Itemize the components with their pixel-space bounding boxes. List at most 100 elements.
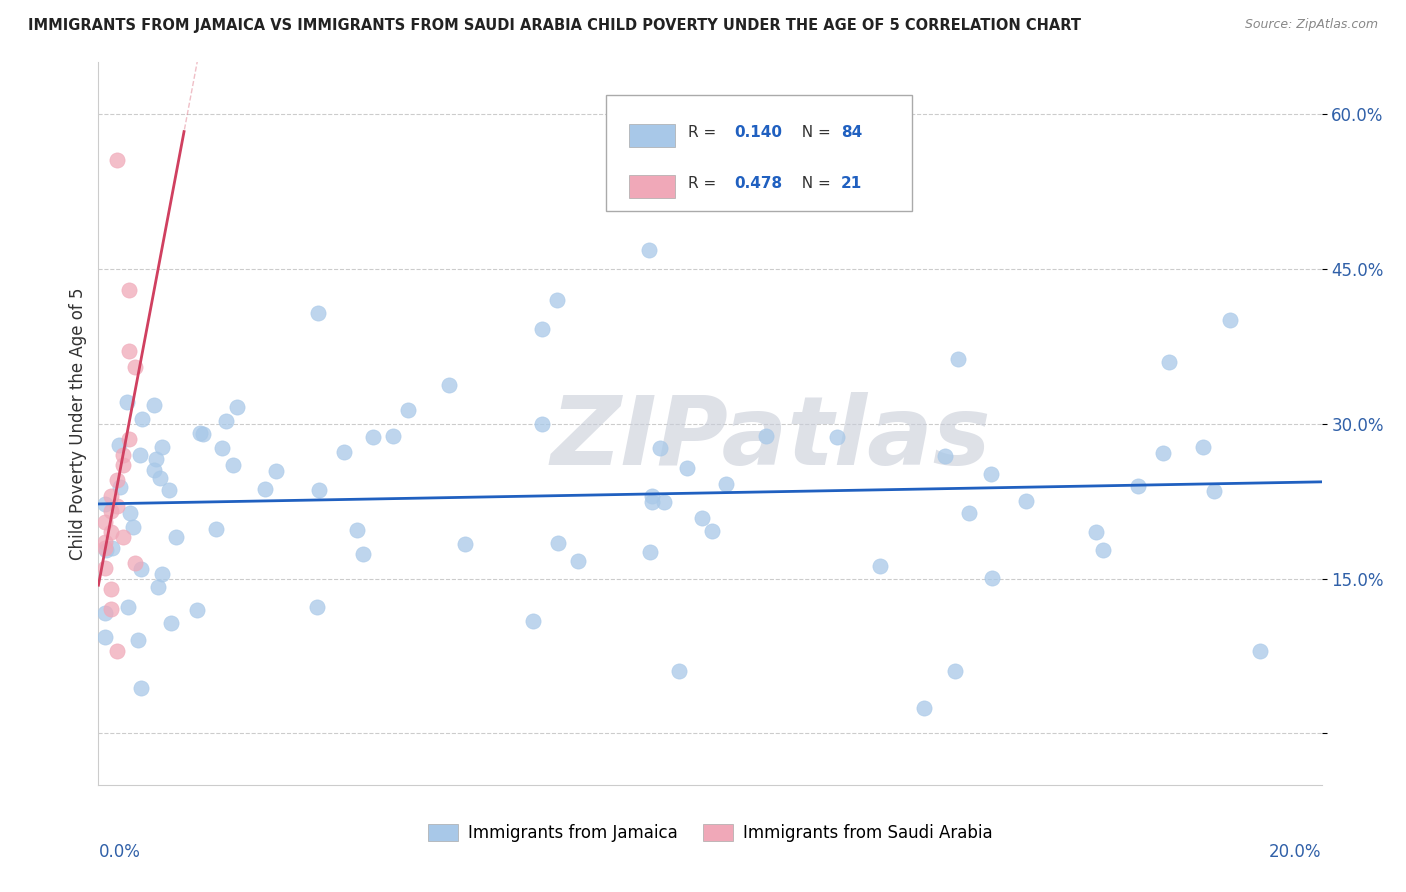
Point [948,352,970,367]
Point [1015,493,1038,508]
Point [150,566,173,581]
Point [1204,484,1226,499]
Point [129,681,152,696]
Point [454,537,477,551]
Point [100,602,122,616]
Point [142,398,165,412]
Point [122,520,145,534]
Point [943,665,966,679]
Point [111,448,134,462]
Y-axis label: Child Poverty Under the Age of 5: Child Poverty Under the Age of 5 [69,287,87,560]
Point [117,600,139,615]
Point [1249,644,1271,658]
Point [305,600,328,615]
Point [124,359,146,374]
Point [105,153,128,168]
Text: 84: 84 [841,125,862,140]
Point [264,464,287,478]
Point [115,395,138,409]
Point [188,426,211,441]
Point [100,489,122,503]
Point [352,547,374,561]
Point [127,632,149,647]
Point [641,489,664,503]
Point [1091,542,1114,557]
Text: 21: 21 [841,176,862,191]
Point [1152,445,1174,459]
Point [957,506,980,520]
Point [129,562,152,576]
Point [215,414,238,428]
Point [308,483,330,497]
Point [869,559,891,574]
Point [530,417,553,431]
Text: IMMIGRANTS FROM JAMAICA VS IMMIGRANTS FROM SAUDI ARABIA CHILD POVERTY UNDER THE : IMMIGRANTS FROM JAMAICA VS IMMIGRANTS FR… [28,18,1081,33]
Point [165,530,187,544]
Point [146,580,169,594]
Text: 0.140: 0.140 [734,125,783,140]
Point [638,545,661,559]
Point [111,458,134,472]
Text: R =: R = [688,176,721,191]
Point [641,495,664,509]
Point [118,506,141,520]
Point [131,412,153,426]
Point [547,536,569,550]
Point [149,471,172,485]
Point [100,582,122,596]
Point [714,477,737,491]
Point [142,463,165,477]
Point [1128,478,1150,492]
Point [980,467,1002,481]
Point [381,428,404,442]
Point [567,554,589,568]
Point [105,500,128,514]
Point [530,321,553,335]
Point [108,438,131,452]
Point [668,665,690,679]
Point [160,616,183,631]
Point [690,510,713,524]
Point [254,483,277,497]
Point [363,430,385,444]
Point [546,293,568,307]
Point [226,401,249,415]
Point [1084,525,1107,540]
Point [157,483,180,497]
Text: N =: N = [792,125,835,140]
Point [124,556,146,570]
Point [118,344,141,359]
Point [100,504,122,518]
Text: N =: N = [792,176,835,191]
Point [150,440,173,454]
Point [145,452,167,467]
Point [105,474,128,488]
Point [110,480,132,494]
FancyBboxPatch shape [630,124,675,147]
Point [191,426,214,441]
Text: ZIPatlas: ZIPatlas [551,392,991,484]
Point [118,283,141,297]
Point [118,432,141,446]
Text: 20.0%: 20.0% [1270,843,1322,861]
Point [93,515,115,529]
Point [100,541,122,556]
Point [700,524,723,539]
Point [346,523,368,537]
Point [93,630,115,644]
Point [675,460,697,475]
Text: 0.0%: 0.0% [98,843,141,861]
Point [186,602,208,616]
Text: Source: ZipAtlas.com: Source: ZipAtlas.com [1244,18,1378,31]
Text: R =: R = [688,125,721,140]
Point [825,429,848,443]
Point [94,497,117,511]
Point [437,378,460,392]
Point [637,244,661,258]
Legend: Immigrants from Jamaica, Immigrants from Saudi Arabia: Immigrants from Jamaica, Immigrants from… [422,817,998,849]
Point [129,449,152,463]
Point [912,700,935,714]
FancyBboxPatch shape [630,176,675,198]
Point [211,441,233,455]
Point [205,522,228,536]
